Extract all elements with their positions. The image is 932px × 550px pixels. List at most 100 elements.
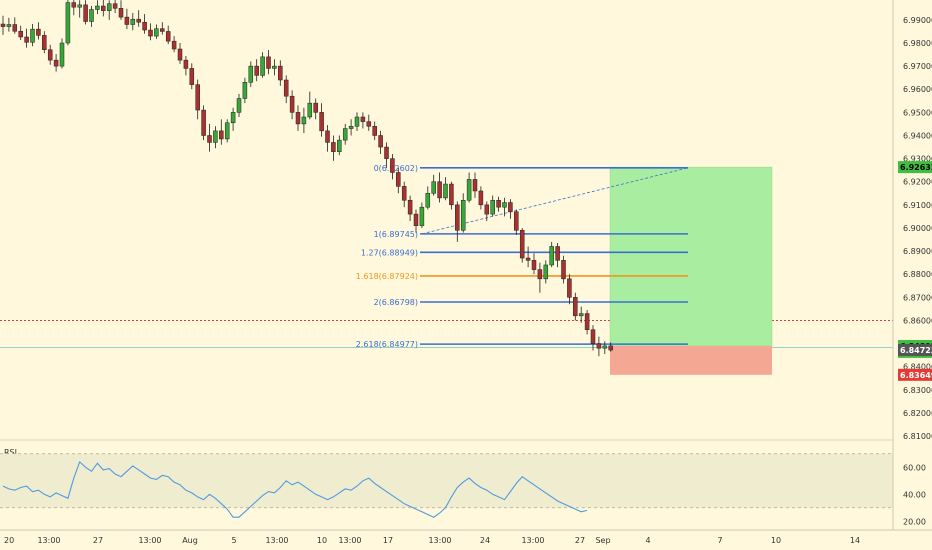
candle-body — [53, 59, 59, 67]
candle-body — [118, 8, 124, 18]
candle-body — [307, 102, 313, 118]
candle-body — [437, 181, 442, 199]
candle-body — [590, 329, 596, 344]
candle-body — [460, 199, 466, 231]
candle-body — [555, 246, 560, 261]
candle-body — [342, 128, 348, 141]
candle-body — [124, 16, 130, 25]
candle-body — [195, 84, 200, 111]
candle-body — [390, 158, 395, 173]
price-tick-label: 6.94000 — [903, 131, 932, 140]
time-tick-label: Aug — [182, 536, 198, 545]
price-tag-bg — [898, 343, 932, 356]
candlestick-series — [0, 0, 613, 357]
candle-body — [584, 313, 590, 330]
candle-body — [455, 204, 460, 231]
time-tick-label: 20 — [4, 536, 14, 545]
time-tick-label: 13:00 — [37, 536, 60, 545]
candle-body — [77, 4, 82, 8]
price-tick-label: 6.86000 — [903, 316, 932, 325]
price-tick-label: 6.95000 — [903, 108, 932, 117]
fib-level-label: 1(6.89745) — [374, 230, 418, 239]
price-tag-bg — [898, 161, 932, 174]
time-tick-label: 13:00 — [338, 536, 361, 545]
rsi-tick-label: 40.00 — [903, 490, 926, 499]
candle-body — [101, 5, 106, 11]
candle-body — [236, 98, 242, 113]
candle-body — [0, 23, 6, 27]
candle-body — [36, 28, 41, 36]
rsi-band — [0, 453, 893, 508]
price-tick-label: 6.97000 — [903, 62, 932, 71]
price-tick-label: 6.89000 — [903, 247, 932, 256]
candle-body — [466, 179, 472, 201]
fib-extension-tool[interactable]: 0(6.92602) 1(6.89745) 1.27(6.88949) 1.618(6… — [356, 164, 689, 349]
candle-body — [219, 130, 224, 140]
candle-body — [372, 125, 377, 136]
candle-body — [602, 345, 608, 349]
candle-body — [490, 199, 495, 215]
time-tick-label: 7 — [717, 536, 722, 545]
candle-body — [177, 48, 183, 61]
candle-body — [325, 130, 330, 143]
price-tag-bg — [898, 368, 932, 381]
time-tick-label: 13:00 — [428, 536, 451, 545]
candle-body — [384, 146, 389, 159]
candle-body — [478, 190, 484, 206]
fib-level-label: 1.27(6.88949) — [361, 248, 418, 257]
candle-body — [266, 56, 271, 69]
candle-body — [272, 65, 277, 69]
fib-level-label: 0(6.92602) — [374, 164, 418, 173]
candle-body — [160, 28, 165, 32]
price-tick-label: 6.91000 — [903, 201, 932, 210]
candle-body — [289, 95, 295, 113]
candle-body — [278, 65, 283, 81]
fib-level-label: 1.618(6.87924) — [356, 272, 418, 281]
candle-body — [537, 269, 543, 280]
candle-body — [508, 202, 513, 213]
rsi-pane[interactable]: RSI 60.00 40.00 20.00 — [0, 448, 926, 526]
candle-body — [419, 206, 425, 226]
candle-body — [148, 29, 153, 37]
candle-body — [106, 3, 112, 11]
time-tick-label: 13:00 — [265, 536, 288, 545]
candle-body — [331, 142, 336, 152]
time-axis[interactable]: 20 13:00 27 13:00 Aug 5 13:00 10 13:00 17 13:00 24 1… — [4, 536, 860, 545]
candle-body — [89, 9, 94, 22]
candle-body — [189, 68, 195, 85]
price-tick-label: 6.92000 — [903, 178, 932, 187]
price-tick-label: 6.87000 — [903, 293, 932, 302]
profit-zone — [609, 166, 773, 347]
candle-body — [12, 24, 18, 32]
candle-body — [543, 264, 549, 280]
price-tick-label: 6.88000 — [903, 270, 932, 279]
fib-level-label: 2(6.86798) — [374, 298, 418, 307]
candle-body — [24, 36, 29, 43]
rsi-tick-label: 60.00 — [903, 463, 926, 472]
candle-body — [401, 186, 407, 201]
candle-body — [354, 116, 360, 127]
long-position-tool[interactable] — [609, 166, 773, 375]
candle-body — [6, 24, 12, 27]
candle-body — [313, 102, 318, 113]
price-tick-label: 6.81000 — [903, 432, 932, 441]
candle-body — [201, 109, 206, 136]
candle-body — [47, 49, 53, 61]
candle-body — [83, 4, 88, 22]
candle-body — [573, 297, 578, 317]
candle-body — [525, 257, 531, 261]
candle-body — [213, 130, 218, 143]
candle-body — [136, 18, 141, 23]
price-tick-label: 6.90000 — [903, 224, 932, 233]
candle-body — [224, 122, 230, 140]
price-tick-label: 6.84000 — [903, 363, 932, 372]
candle-body — [154, 28, 159, 37]
candle-body — [283, 79, 289, 97]
fib-level-label: 2.618(6.84977) — [356, 340, 418, 349]
rsi-line — [2, 460, 588, 518]
price-tag: 6.92632 — [900, 163, 932, 172]
candle-body — [519, 230, 525, 259]
time-tick-label: 24 — [480, 536, 490, 545]
time-tick-label: 10 — [317, 536, 327, 545]
